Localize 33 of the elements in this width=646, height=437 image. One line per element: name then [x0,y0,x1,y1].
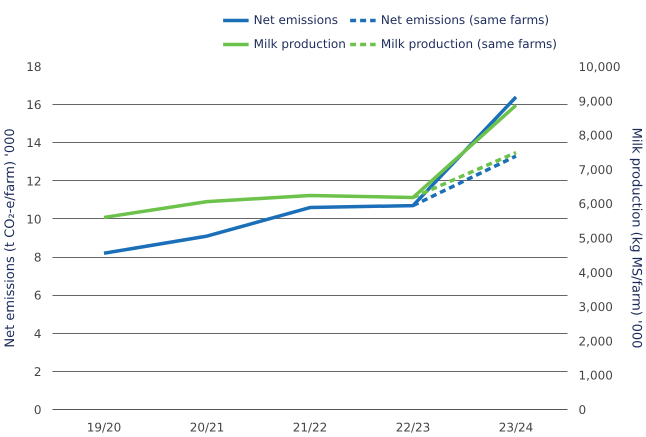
line-series [102,104,518,220]
y-tick-label: 8 [34,250,42,265]
y-tick-label: 6 [34,288,42,303]
y-tick-label: 0 [34,403,42,417]
y-tick-label: 18 [26,60,42,74]
x-tick-label: 21/22 [292,420,328,434]
legend-label: Net emissions [254,13,338,27]
y2-tick-label: 5,000 [578,232,613,246]
y-tick-label: 4 [34,326,42,341]
y2-tick-label: 3,000 [578,300,613,314]
y2-tick-label: 8,000 [578,128,613,143]
y2-axis-title: Milk production (kg MS/farm) '000 [628,128,644,348]
legend-label: Net emissions (same farms) [380,13,550,27]
legend-label: Milk production [254,37,346,51]
y2-tick-label: 2,000 [578,334,613,348]
y-tick-label: 2 [34,364,42,379]
y2-tick-label: 0 [578,403,586,417]
x-tick-label: 19/20 [86,420,122,434]
x-tick-label: 20/21 [190,420,224,434]
y-axis-title: Net emissions (t CO₂-e/farm) '000 [3,128,18,348]
y2-tick-label: 4,000 [578,266,613,280]
y2-tick-label: 1,000 [578,368,613,383]
y-tick-label: 16 [26,98,42,112]
y2-tick-label: 6,000 [578,197,613,212]
y-tick-label: 12 [26,174,42,188]
legend-label: Milk production (same farms) [380,37,557,51]
y2-tick-label: 10,000 [578,60,620,74]
x-tick-label: 23/24 [498,420,534,434]
y-tick-label: 10 [26,212,42,226]
y-tick-label: 14 [26,136,42,150]
y2-tick-label: 7,000 [578,162,613,177]
y2-tick-label: 9,000 [578,94,613,108]
x-tick-label: 22/23 [396,420,430,434]
